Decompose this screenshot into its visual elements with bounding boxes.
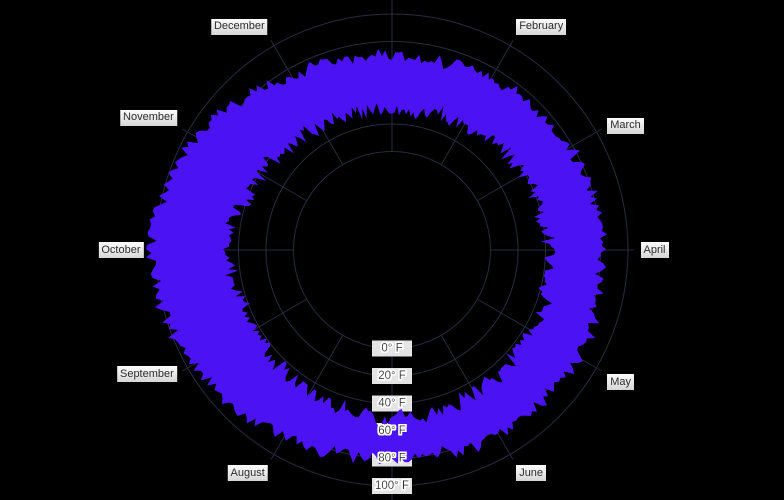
svg-text:100° F: 100° F [375, 480, 409, 492]
svg-text:80° F: 80° F [378, 453, 406, 465]
svg-text:20° F: 20° F [378, 370, 406, 382]
svg-text:60° F: 60° F [378, 425, 406, 437]
svg-text:0° F: 0° F [381, 343, 402, 355]
svg-text:40° F: 40° F [378, 398, 406, 410]
